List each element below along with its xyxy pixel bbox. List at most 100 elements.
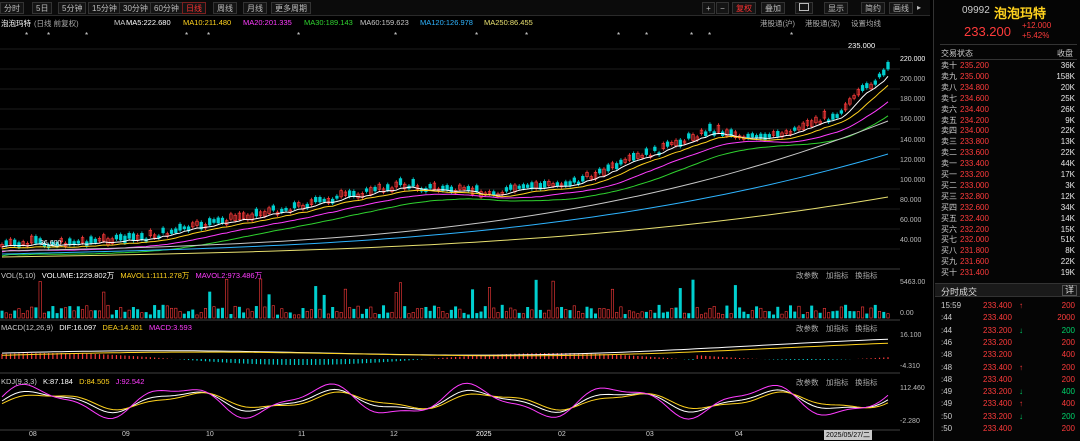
- period-tab-daily[interactable]: 日线: [182, 2, 206, 14]
- ask-level-row[interactable]: 卖九 235.000 158K: [941, 72, 1077, 82]
- candle-body: [445, 185, 449, 191]
- macd-edit-params-button[interactable]: 改参数: [796, 324, 819, 333]
- candle-body: [848, 98, 852, 105]
- display-dropdown[interactable]: 显示: [824, 2, 848, 14]
- macd-add-indicator-button[interactable]: 加指标: [826, 324, 849, 333]
- zoom-in-button[interactable]: +: [702, 2, 715, 14]
- volume-bar: [246, 308, 250, 319]
- bid-level-row[interactable]: 买六 232.200 15K: [941, 225, 1077, 235]
- volume-bar: [488, 287, 492, 319]
- kdj-axis-bottom: -2.280: [900, 418, 920, 425]
- period-tab-fenshi[interactable]: 分时: [0, 2, 24, 14]
- volume-bar: [276, 314, 280, 319]
- price-tick: 140.000: [900, 137, 926, 144]
- kdj-switch-indicator-button[interactable]: 换指标: [855, 378, 878, 387]
- candle-body: [352, 190, 356, 197]
- draw-line-button[interactable]: [795, 2, 813, 14]
- volume-bar: [759, 307, 763, 319]
- volume-bar: [445, 313, 449, 319]
- bid-level-row[interactable]: 买九 231.600 22K: [941, 257, 1077, 267]
- candle-body: [152, 234, 157, 239]
- level-volume: 25K: [1060, 93, 1075, 103]
- marker-star: *: [47, 31, 50, 40]
- period-tab-30min[interactable]: 30分钟: [119, 2, 152, 14]
- period-tab-weekly[interactable]: 周线: [213, 2, 237, 14]
- ask-level-row[interactable]: 卖七 234.600 25K: [941, 94, 1077, 104]
- candle-body: [314, 197, 318, 203]
- volume-bar: [420, 308, 424, 319]
- bid-level-row[interactable]: 买十 231.400 19K: [941, 268, 1077, 278]
- candle-body: [331, 198, 335, 204]
- candle-body: [839, 110, 844, 114]
- ask-level-row[interactable]: 卖十 235.200 36K: [941, 61, 1077, 71]
- candle-body: [678, 139, 682, 147]
- volume-bar: [415, 308, 419, 319]
- x-tick: 11: [298, 431, 306, 438]
- ask-level-row[interactable]: 卖三 233.800 13K: [941, 137, 1077, 147]
- volume-title[interactable]: VOL(5,10): [1, 271, 36, 280]
- ask-level-row[interactable]: 卖六 234.400 26K: [941, 105, 1077, 115]
- volume-bar: [297, 314, 301, 319]
- kdj-title[interactable]: KDJ(9,3,3): [1, 377, 37, 386]
- candle-body: [784, 130, 788, 134]
- volume-edit-params-button[interactable]: 改参数: [796, 271, 819, 280]
- volume-bar: [127, 309, 131, 319]
- ask-level-row[interactable]: 卖二 233.600 22K: [941, 148, 1077, 158]
- ask-level-row[interactable]: 卖五 234.200 9K: [941, 116, 1077, 126]
- volume-bar: [610, 288, 614, 319]
- period-tab-5min[interactable]: 5分钟: [58, 2, 87, 14]
- bid-level-row[interactable]: 买一 233.200 17K: [941, 170, 1077, 180]
- volume-bar: [623, 314, 627, 319]
- volume-switch-indicator-button[interactable]: 换指标: [855, 271, 878, 280]
- more-arrow-icon[interactable]: ▸: [917, 3, 922, 12]
- trade-time: 15:59: [941, 301, 962, 310]
- period-tab-60min[interactable]: 60分钟: [150, 2, 183, 14]
- bid-level-row[interactable]: 买四 232.600 34K: [941, 203, 1077, 213]
- candle-body: [161, 227, 165, 234]
- bid-level-row[interactable]: 买七 232.000 51K: [941, 235, 1077, 245]
- fuquan-dropdown[interactable]: 复权: [732, 2, 756, 14]
- volume-bar: [267, 294, 271, 319]
- volume-bar: [89, 310, 93, 319]
- bid-level-row[interactable]: 买二 233.000 3K: [941, 181, 1077, 191]
- macd-title[interactable]: MACD(12,26,9): [1, 323, 54, 332]
- marker-star: *: [207, 31, 210, 40]
- candle-body: [394, 181, 398, 188]
- trade-price: 233.400: [983, 313, 1012, 323]
- candle-body: [339, 190, 343, 198]
- candle-body: [665, 141, 670, 147]
- hk-connect-sh[interactable]: 港股通(沪): [760, 19, 795, 28]
- kdj-edit-params-button[interactable]: 改参数: [796, 378, 819, 387]
- period-tab-15min[interactable]: 15分钟: [88, 2, 121, 14]
- more-periods-dropdown[interactable]: 更多周期: [271, 2, 311, 14]
- bid-level-row[interactable]: 买三 232.800 12K: [941, 192, 1077, 202]
- volume-bar: [98, 310, 102, 319]
- ma30-line: [1, 115, 889, 257]
- ma-label[interactable]: MA: [114, 18, 126, 27]
- volume-bar: [305, 311, 309, 319]
- period-tab-5day[interactable]: 5日: [32, 2, 53, 14]
- volume-add-indicator-button[interactable]: 加指标: [826, 271, 849, 280]
- ask-level-row[interactable]: 卖八 234.800 20K: [941, 83, 1077, 93]
- trade-time: :44: [941, 313, 953, 323]
- period-tab-monthly[interactable]: 月线: [243, 2, 267, 14]
- candle-body: [284, 208, 288, 211]
- ask-level-row[interactable]: 卖一 233.400 44K: [941, 159, 1077, 169]
- ask-level-row[interactable]: 卖四 234.000 22K: [941, 126, 1077, 136]
- level-price: 233.200: [960, 170, 989, 179]
- draw-button[interactable]: 画线: [889, 2, 913, 14]
- kdj-add-indicator-button[interactable]: 加指标: [826, 378, 849, 387]
- bid-level-row[interactable]: 买五 232.400 14K: [941, 214, 1077, 224]
- candle-body: [195, 220, 199, 226]
- brief-button[interactable]: 简约: [861, 2, 885, 14]
- overlay-dropdown[interactable]: 叠加: [761, 2, 785, 14]
- chart-canvas[interactable]: * * * * * * * * * * * * * *: [0, 29, 900, 431]
- trades-detail-button[interactable]: 详: [1062, 285, 1078, 296]
- macd-switch-indicator-button[interactable]: 换指标: [855, 324, 878, 333]
- zoom-out-button[interactable]: −: [716, 2, 729, 14]
- bid-level-row[interactable]: 买八 231.800 8K: [941, 246, 1077, 256]
- candle-body: [89, 236, 93, 244]
- ma-settings-button[interactable]: 设置均线: [851, 19, 881, 28]
- volume-bar: [301, 308, 305, 319]
- hk-connect-sz[interactable]: 港股通(深): [805, 19, 840, 28]
